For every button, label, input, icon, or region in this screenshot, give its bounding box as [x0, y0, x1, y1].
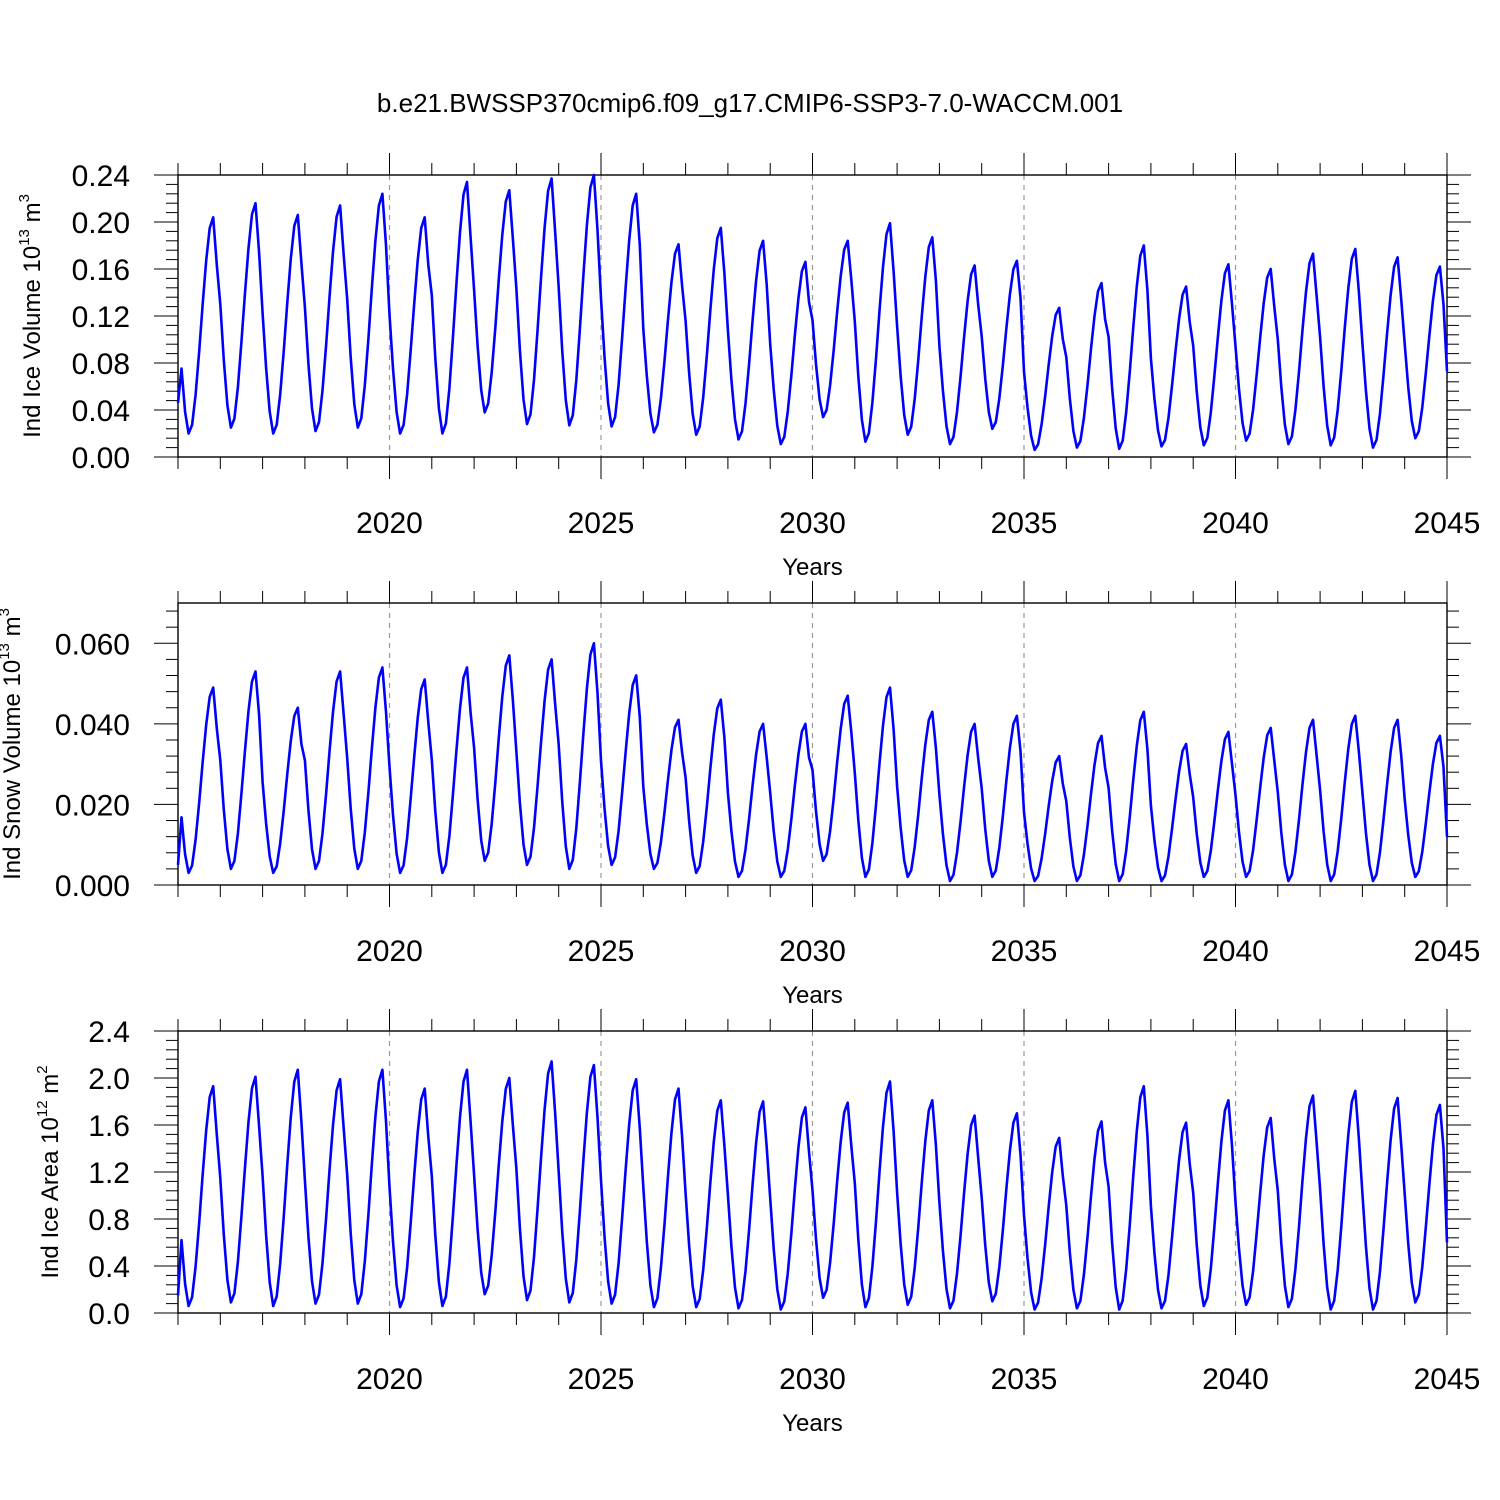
y-tick-label: 2.4	[88, 1016, 130, 1049]
y-tick-label: 0.4	[88, 1251, 130, 1284]
x-tick-label: 2035	[991, 1363, 1058, 1396]
y-tick-label: 0.16	[72, 254, 130, 287]
x-axis-title: Years	[782, 1410, 843, 1437]
series-line	[176, 642, 1449, 883]
x-tick-label: 2040	[1202, 935, 1269, 968]
y-axis-title: Ind Ice Area 1012 m2	[34, 1065, 64, 1278]
x-tick-label: 2025	[568, 935, 635, 968]
x-axis-title: Years	[782, 982, 843, 1009]
y-tick-label: 0.0	[88, 1298, 130, 1331]
y-tick-label: 0.00	[72, 442, 130, 475]
y-axis-title: Ind Ice Volume 1013 m3	[16, 194, 46, 438]
x-tick-label: 2040	[1202, 507, 1269, 540]
y-tick-label: 2.0	[88, 1063, 130, 1096]
x-tick-label: 2020	[356, 935, 423, 968]
y-axis-title: Ind Snow Volume 1013 m3	[0, 608, 26, 880]
y-tick-label: 0.08	[72, 348, 130, 381]
x-tick-label: 2025	[568, 1363, 635, 1396]
x-tick-label: 2045	[1414, 1363, 1481, 1396]
x-tick-label: 2035	[991, 935, 1058, 968]
x-tick-label: 2045	[1414, 935, 1481, 968]
y-tick-label: 1.2	[88, 1157, 130, 1190]
y-tick-label: 0.040	[55, 709, 130, 742]
x-tick-label: 2025	[568, 507, 635, 540]
x-tick-label: 2030	[779, 507, 846, 540]
series-line	[176, 1060, 1449, 1311]
x-tick-label: 2045	[1414, 507, 1481, 540]
y-tick-label: 0.12	[72, 301, 130, 334]
x-tick-label: 2035	[991, 507, 1058, 540]
x-tick-label: 2030	[779, 1363, 846, 1396]
x-tick-label: 2020	[356, 507, 423, 540]
ice-volume-panel: 0.00 0.04 0.08 0.12 0.16 0.20 0.24 2020 2025 2030…	[16, 153, 1480, 581]
y-tick-label: 0.24	[72, 160, 130, 193]
y-tick-label: 1.6	[88, 1110, 130, 1143]
snow-volume-panel: 0.000 0.020 0.040 0.060 2020 2025 2030 2035 2040…	[0, 581, 1480, 1009]
y-tick-label: 0.04	[72, 395, 130, 428]
figure-title: b.e21.BWSSP370cmip6.f09_g17.CMIP6-SSP3-7…	[377, 88, 1123, 118]
x-axis-title: Years	[782, 554, 843, 581]
y-tick-label: 0.000	[55, 870, 130, 903]
x-tick-label: 2020	[356, 1363, 423, 1396]
x-tick-label: 2040	[1202, 1363, 1269, 1396]
y-tick-label: 0.8	[88, 1204, 130, 1237]
x-tick-label: 2030	[779, 935, 846, 968]
y-tick-label: 0.060	[55, 628, 130, 661]
series-line	[176, 173, 1449, 452]
y-tick-label: 0.20	[72, 207, 130, 240]
ice-area-panel: 0.0 0.4 0.8 1.2 1.6 2.0 2.4 2020 2025 2030 2035 204…	[34, 1009, 1480, 1437]
y-tick-label: 0.020	[55, 789, 130, 822]
